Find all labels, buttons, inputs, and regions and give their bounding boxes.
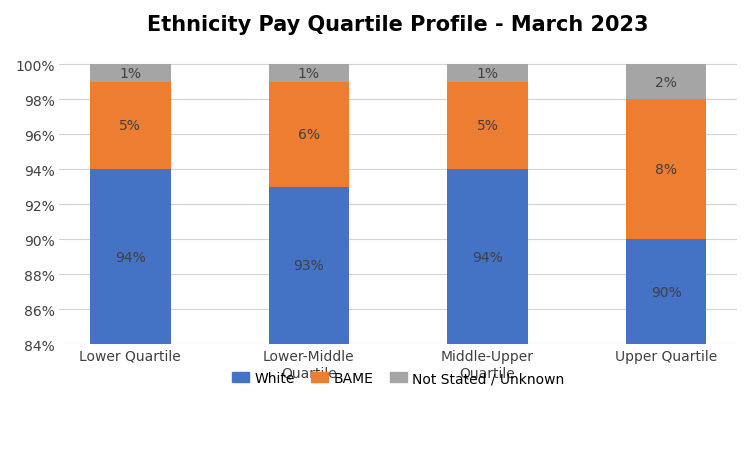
Text: 1%: 1%	[298, 67, 320, 81]
Bar	[268, 65, 349, 83]
Text: 93%: 93%	[293, 259, 324, 273]
Text: 8%: 8%	[655, 163, 677, 177]
Title: Ethnicity Pay Quartile Profile - March 2023: Ethnicity Pay Quartile Profile - March 2…	[147, 15, 649, 35]
Text: 2%: 2%	[655, 75, 677, 89]
Text: 94%: 94%	[115, 250, 146, 264]
Bar	[90, 170, 171, 345]
Text: 94%: 94%	[472, 250, 503, 264]
Bar	[268, 83, 349, 187]
Legend: White, BAME, Not Stated / Unknown: White, BAME, Not Stated / Unknown	[226, 366, 570, 391]
Bar	[90, 65, 171, 83]
Bar	[90, 83, 171, 170]
Text: 1%: 1%	[120, 67, 141, 81]
Text: 90%: 90%	[650, 285, 681, 299]
Bar	[268, 187, 349, 345]
Text: 5%: 5%	[477, 119, 499, 133]
Bar	[447, 83, 528, 170]
Bar	[626, 239, 706, 345]
Bar	[626, 100, 706, 239]
Bar	[447, 170, 528, 345]
Text: 1%: 1%	[477, 67, 499, 81]
Text: 5%: 5%	[120, 119, 141, 133]
Text: 6%: 6%	[298, 128, 320, 142]
Bar	[447, 65, 528, 83]
Bar	[626, 65, 706, 100]
